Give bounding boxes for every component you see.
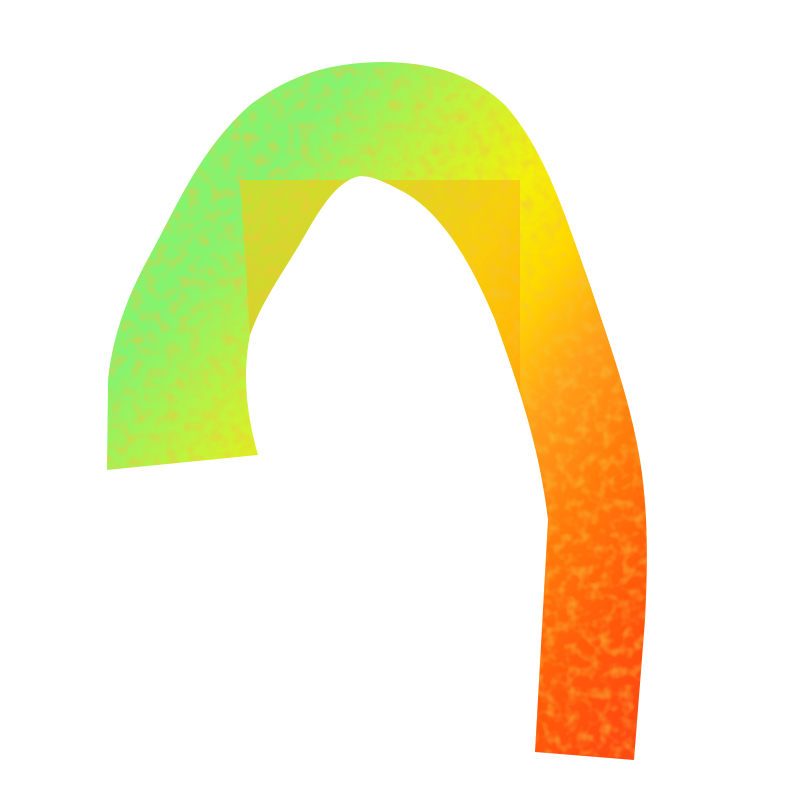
vessel-arch-figure bbox=[107, 62, 647, 760]
